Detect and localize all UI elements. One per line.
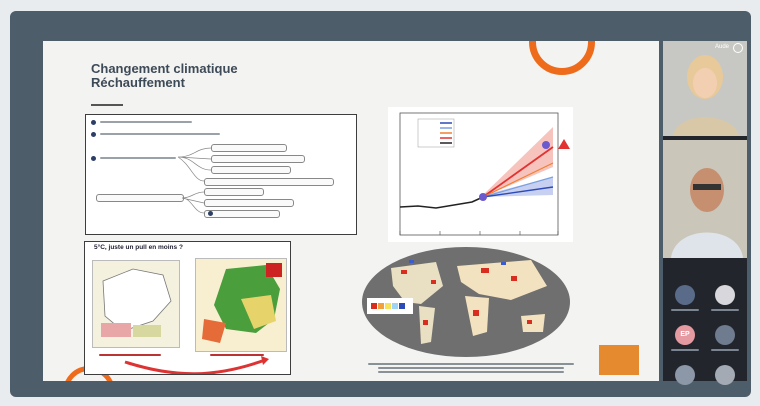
participant-label xyxy=(671,349,699,351)
text-line xyxy=(100,121,192,123)
mindmap-connectors xyxy=(177,147,212,214)
participant-label xyxy=(711,309,739,311)
ice-age-map-shape xyxy=(101,268,172,337)
transition-arrow xyxy=(124,356,269,374)
map-caption xyxy=(368,363,578,373)
caption-line xyxy=(378,371,564,373)
participant-label xyxy=(711,349,739,351)
node xyxy=(211,144,287,152)
node xyxy=(211,155,305,163)
slide-title-line2: Réchauffement xyxy=(91,75,185,90)
participant-initials: EP xyxy=(680,331,690,338)
present-day-europe-map xyxy=(195,258,287,352)
participant-name: Aude xyxy=(714,44,729,50)
bullet-2 xyxy=(91,132,96,137)
ice-age-map xyxy=(92,260,180,348)
orange-circle-decoration xyxy=(529,41,595,75)
present-day-map-shape xyxy=(196,259,286,351)
participant-thumbnails: EP xyxy=(663,263,747,385)
node xyxy=(204,199,294,207)
participant-video xyxy=(663,140,747,258)
world-warming-map xyxy=(361,246,571,358)
company-logo xyxy=(599,345,639,375)
node xyxy=(204,188,264,196)
map-caption-left xyxy=(99,354,161,356)
temperature-projection-chart xyxy=(388,107,573,242)
map-caption-right xyxy=(210,354,264,356)
participant-video-tile-2[interactable] xyxy=(663,140,747,258)
node xyxy=(204,210,280,218)
title-underline xyxy=(91,104,123,106)
projection-chart-svg xyxy=(399,112,570,236)
node xyxy=(204,178,334,186)
participant-thumbnail[interactable] xyxy=(715,365,735,385)
mindmap-box xyxy=(85,114,357,235)
world-map-svg xyxy=(362,247,570,357)
participant-thumbnail[interactable]: EP xyxy=(675,325,695,345)
europe-map-panel: 5°C, juste un pull en moins ? xyxy=(84,241,291,375)
slide-title-line1: Changement climatique xyxy=(91,61,238,76)
participant-thumbnail[interactable] xyxy=(715,325,735,345)
map-panel-title: 5°C, juste un pull en moins ? xyxy=(94,244,183,251)
text-line xyxy=(100,133,220,135)
participant-video-tile-1[interactable]: Aude xyxy=(663,41,747,136)
participant-thumbnail[interactable] xyxy=(675,285,695,305)
bullet-1 xyxy=(91,120,96,125)
node xyxy=(211,166,291,174)
participant-video xyxy=(663,41,747,136)
caption-line xyxy=(368,363,574,365)
bullet-node xyxy=(208,211,213,216)
caption-line xyxy=(378,367,564,369)
slide-title: Changement climatique Réchauffement xyxy=(91,62,238,90)
participants-sidebar: Aude EP xyxy=(663,41,747,385)
bullet-3 xyxy=(91,156,96,161)
participant-thumbnail[interactable] xyxy=(675,365,695,385)
shared-slide: Changement climatique Réchauffement 5°C,… xyxy=(43,41,659,381)
participant-thumbnail[interactable] xyxy=(715,285,735,305)
participant-label xyxy=(671,309,699,311)
mic-muted-icon xyxy=(733,43,743,53)
text-line xyxy=(100,157,176,159)
